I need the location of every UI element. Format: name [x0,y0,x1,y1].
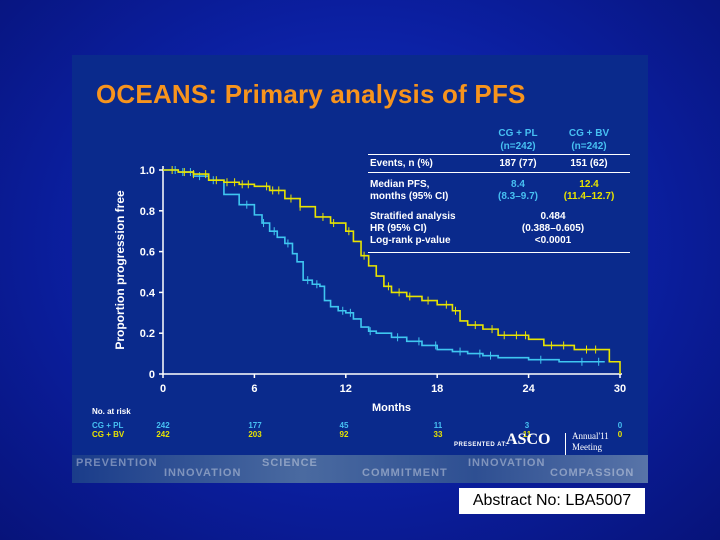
events-bv: 151 (62) [570,158,608,169]
x-tick-label: 24 [522,383,535,395]
risk-pl-value: 3 [524,421,530,430]
asco-logo: ASCO [506,431,551,448]
x-tick-label: 12 [340,383,352,395]
median-label-1: Median PFS, [370,179,430,190]
table-head-bv-label: CG + BV [568,128,610,139]
km-curve-pl [163,169,605,363]
x-tick-label: 30 [614,383,626,395]
risk-pl-value: 45 [339,421,349,430]
x-tick-label: 18 [431,383,443,395]
km-curve-bv [163,169,621,374]
risk-pl-value: 177 [248,421,262,430]
y-tick-label: 0 [149,369,155,381]
band-word: INNOVATION [468,457,546,469]
risk-bv-value: 11 [522,430,532,439]
x-axis-label: Months [372,402,411,414]
slide-panel: OCEANS: Primary analysis of PFS 0 0.2 0.4 0… [72,55,648,483]
median-bv: 12.4 [579,179,599,190]
band-word: COMPASSION [550,467,635,479]
table-head-bv-n: (n=242) [571,141,607,152]
table-divider [368,252,630,253]
risk-bv-value: 203 [248,430,262,439]
logo-divider [565,433,566,455]
y-tick-label: 0.8 [140,206,155,218]
risk-bv-value: 242 [156,430,170,439]
chart-series [163,166,621,374]
risk-pl-value: 11 [433,421,443,430]
risk-pl-value: 0 [617,421,623,430]
hr-ci: (0.388–0.605) [521,223,585,234]
abstract-number: Abstract No: LBA5007 [459,488,645,514]
table-divider [368,154,630,155]
y-tick-label: 1.0 [140,165,155,177]
hr-value: 0.484 [540,211,566,222]
strat-label-3: Log-rank p-value [370,235,451,246]
risk-title: No. at risk [92,407,131,416]
table-head-pl-label: CG + PL [498,128,538,139]
y-axis-label: Proportion progression free [113,190,127,350]
table-divider [368,172,630,173]
x-tick-label: 6 [251,383,257,395]
median-pl: 8.4 [511,179,525,190]
events-pl: 187 (77) [499,158,537,169]
events-label: Events, n (%) [370,158,433,169]
strat-label-2: HR (95% CI) [370,223,427,234]
table-head-pl: CG + PL (n=242) [486,127,550,153]
chart-axes: 0 0.2 0.4 0.6 0.8 1.0 0 6 12 18 24 30 Months Proporti… [113,165,626,414]
median-label-2: months (95% CI) [370,191,449,202]
slide-title: OCEANS: Primary analysis of PFS [96,79,526,109]
y-tick-label: 0.6 [140,247,155,259]
risk-bv-value: 0 [617,430,623,439]
annual-meeting-label: Annual'11 Meeting [572,431,609,452]
table-head-bv: CG + BV (n=242) [557,127,621,153]
km-chart: 0 0.2 0.4 0.6 0.8 1.0 0 6 12 18 24 30 Months Proporti… [113,165,626,414]
risk-bv-value: 92 [339,430,349,439]
table-head-pl-n: (n=242) [500,141,536,152]
footer-band: PREVENTION INNOVATION SCIENCE COMMITMENT… [72,455,648,483]
y-tick-label: 0.2 [140,328,155,340]
risk-bv-label: CG + BV [92,430,125,439]
band-word: COMMITMENT [362,467,448,479]
band-word: PREVENTION [76,457,158,469]
strat-label-1: Stratified analysis [370,211,456,222]
x-tick-label: 0 [160,383,166,395]
band-word: SCIENCE [262,457,318,469]
presented-at-label: PRESENTED AT: [454,442,508,448]
median-pl-ci: (8.3–9.7) [497,191,539,202]
risk-pl-value: 242 [156,421,170,430]
p-value: <0.0001 [534,235,572,246]
risk-pl-label: CG + PL [92,421,124,430]
band-word: INNOVATION [164,467,242,479]
risk-bv-value: 33 [433,430,443,439]
y-tick-label: 0.4 [140,287,156,299]
median-bv-ci: (11.4–12.7) [563,191,615,202]
